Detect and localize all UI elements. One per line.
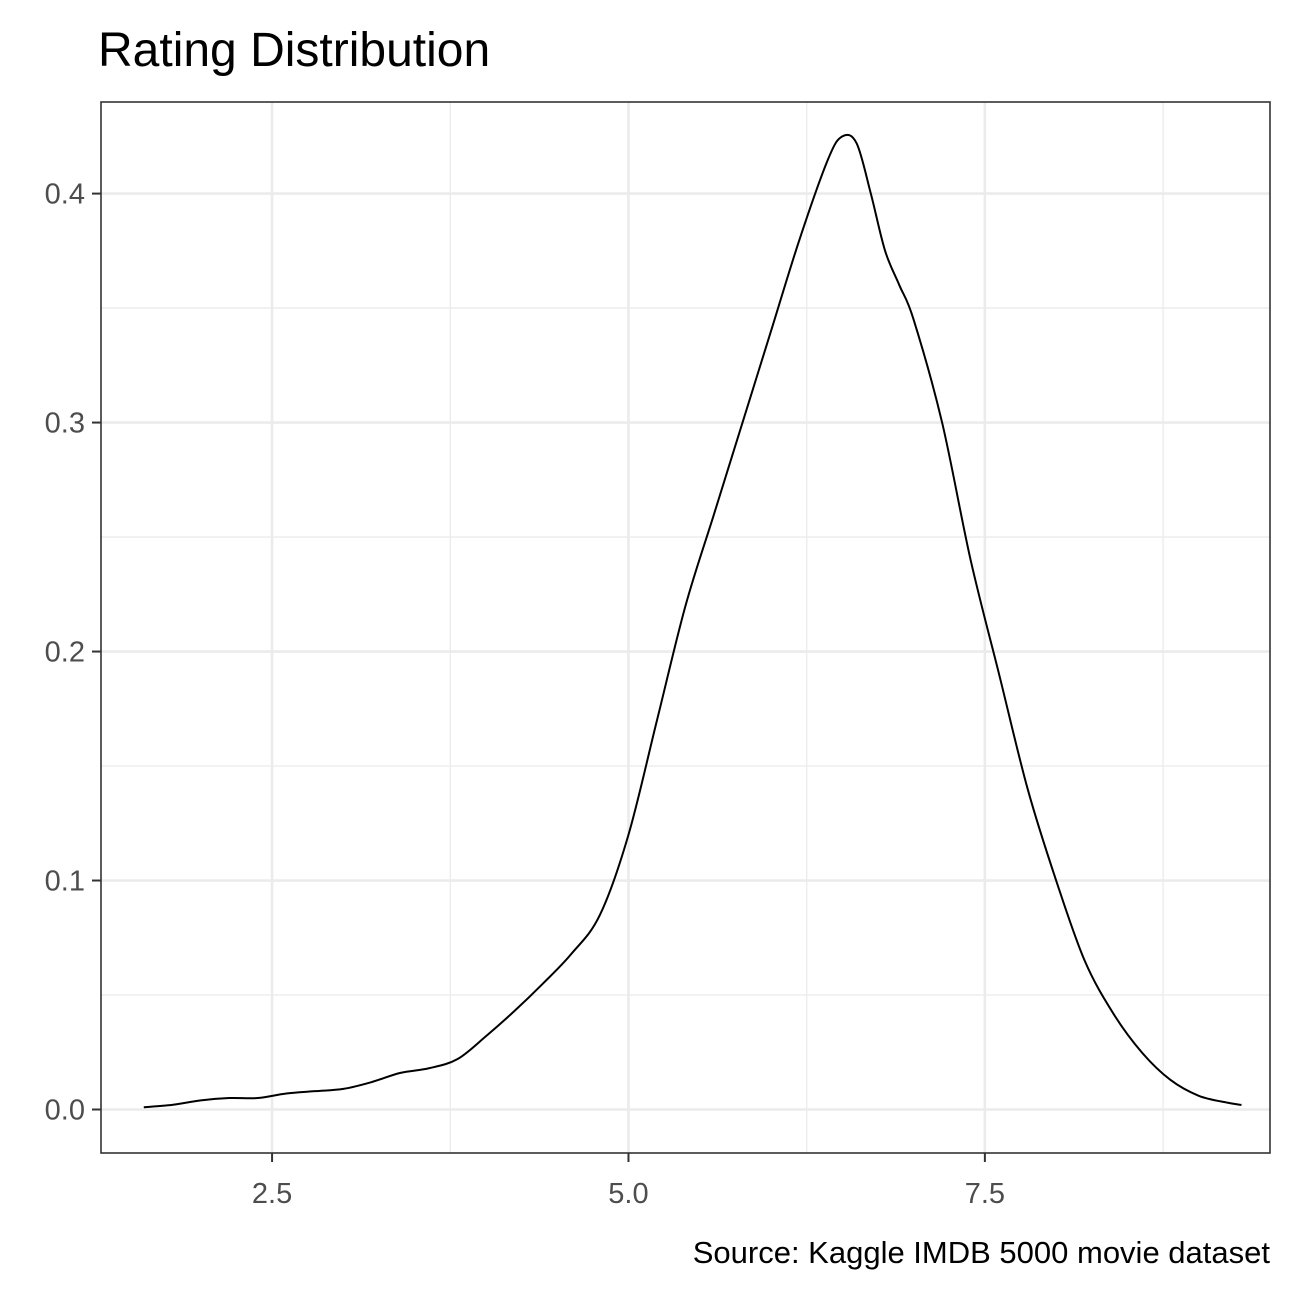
panel-border: [100, 101, 1271, 1154]
y-tick-label: 0.3: [45, 408, 85, 440]
density-line: [143, 133, 1242, 1109]
y-tick-label: 0.0: [45, 1094, 85, 1126]
x-tick-label: 2.5: [252, 1178, 292, 1210]
y-tick-label: 0.1: [45, 866, 85, 898]
x-axis: 2.5 5.0 7.5: [252, 1153, 1005, 1210]
chart-title: Rating Distribution: [98, 24, 490, 77]
y-tick-label: 0.2: [45, 637, 85, 669]
y-axis: 0.0 0.1 0.2 0.3 0.4: [45, 179, 101, 1126]
chart-caption: Source: Kaggle IMDB 5000 movie dataset: [693, 1235, 1271, 1270]
x-tick-label: 7.5: [965, 1178, 1005, 1210]
major-grid: [101, 102, 1270, 1153]
y-tick-label: 0.4: [45, 179, 85, 211]
x-tick-label: 5.0: [608, 1178, 648, 1210]
minor-grid: [101, 102, 1270, 1153]
